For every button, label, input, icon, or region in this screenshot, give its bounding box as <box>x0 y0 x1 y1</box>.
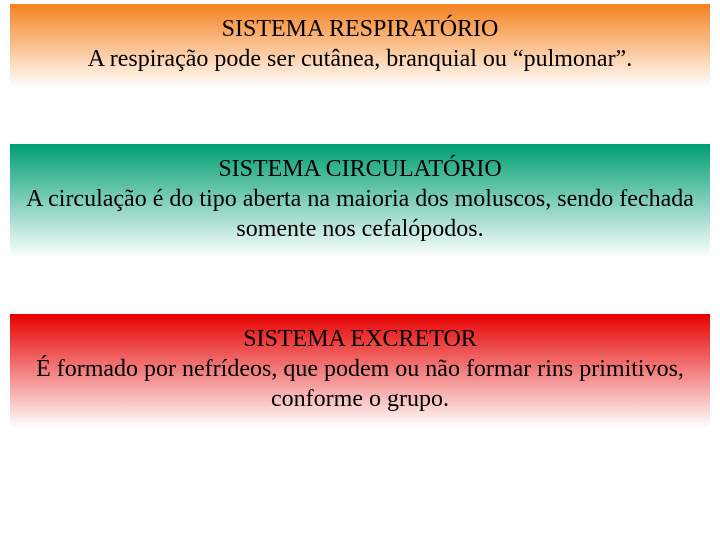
section-title: SISTEMA EXCRETOR <box>16 324 704 354</box>
section-body: É formado por nefrídeos, que podem ou nã… <box>16 354 704 414</box>
section-excretor: SISTEMA EXCRETOR É formado por nefrídeos… <box>10 314 710 428</box>
section-body: A respiração pode ser cutânea, branquial… <box>16 44 704 74</box>
section-respiratorio: SISTEMA RESPIRATÓRIO A respiração pode s… <box>10 4 710 88</box>
section-title: SISTEMA RESPIRATÓRIO <box>16 14 704 44</box>
section-circulatorio: SISTEMA CIRCULATÓRIO A circulação é do t… <box>10 144 710 258</box>
section-body: A circulação é do tipo aberta na maioria… <box>16 184 704 244</box>
section-title: SISTEMA CIRCULATÓRIO <box>16 154 704 184</box>
